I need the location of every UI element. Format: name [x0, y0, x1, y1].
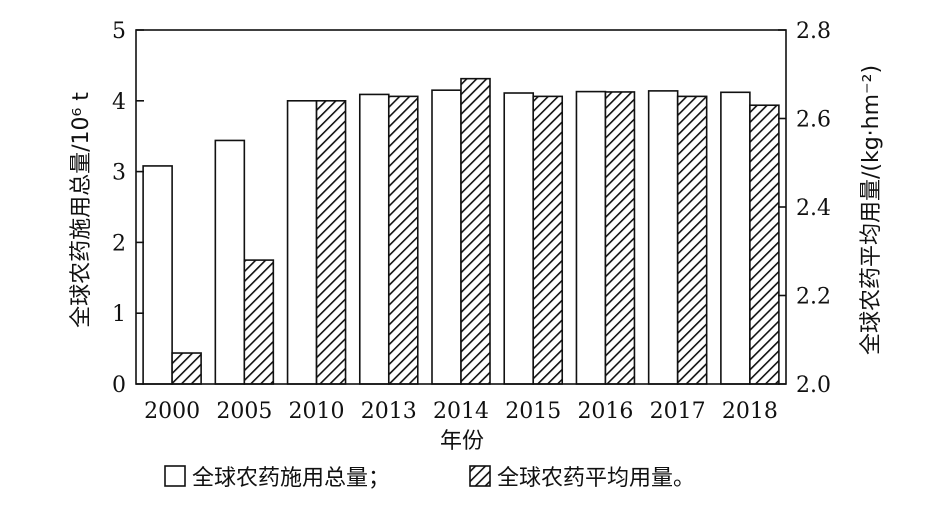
bar-average-2016: [604, 91, 636, 385]
left-tick-label: 4: [112, 90, 126, 115]
bar-total-2018: [720, 91, 751, 385]
x-tick-label: 2015: [505, 399, 561, 424]
bar-total-2015: [503, 92, 535, 385]
legend-label-total: 全球农药施用总量；: [192, 466, 390, 491]
right-tick-label: 2.4: [796, 196, 831, 221]
right-y-axis-title: 全球农药平均用量/(kg·hm⁻²): [859, 65, 884, 355]
bar-average-2017: [676, 95, 708, 385]
bar-average-2013: [387, 95, 419, 385]
right-tick-label: 2.8: [796, 19, 831, 44]
right-tick-label: 2.0: [796, 373, 831, 398]
x-tick-label: 2016: [577, 399, 633, 424]
x-axis-title: 年份: [440, 429, 484, 454]
left-tick-label: 0: [112, 373, 126, 398]
bar-average-2005: [243, 259, 275, 385]
legend-label-average: 全球农药平均用量。: [497, 466, 695, 491]
bar-total-2014: [431, 89, 462, 385]
x-tick-label: 2010: [289, 399, 345, 424]
legend: 全球农药施用总量； 全球农药平均用量。: [164, 465, 695, 491]
left-tick-label: 5: [112, 19, 126, 44]
bar-average-2018: [749, 104, 780, 385]
right-tick-label: 2.2: [796, 285, 831, 310]
bar-total-2005: [214, 139, 246, 385]
left-tick-label: 2: [112, 231, 126, 256]
x-tick-label: 2005: [216, 399, 272, 424]
bar-average-2000: [171, 352, 202, 385]
x-tick-label: 2014: [433, 399, 489, 424]
right-y-axis: 2.0 2.2 2.4 2.6 2.8: [778, 19, 831, 398]
legend-swatch-average: [469, 465, 491, 487]
x-tick-label: 2017: [650, 399, 706, 424]
bars-group: [142, 77, 780, 385]
x-tick-label: 2000: [144, 399, 200, 424]
bar-total-2016: [575, 90, 607, 385]
bar-total-2013: [358, 93, 390, 385]
left-tick-label: 3: [112, 161, 126, 186]
left-y-axis-title: 全球农药施用总量/10⁶ t: [69, 92, 94, 328]
bar-average-2010: [315, 100, 347, 385]
legend-swatch-total: [164, 465, 186, 487]
bar-total-2010: [286, 100, 318, 385]
bar-total-2000: [142, 165, 173, 385]
bar-total-2017: [647, 90, 679, 385]
x-tick-label: 2013: [361, 399, 417, 424]
left-y-axis: 0 1 2 3 4 5: [112, 19, 144, 398]
x-axis: 2000 2005 2010 2013 2014 2015 2016 2017 2018: [144, 399, 778, 424]
left-tick-label: 1: [112, 302, 126, 327]
right-tick-label: 2.6: [796, 108, 831, 133]
x-tick-label: 2018: [722, 399, 778, 424]
bar-average-2015: [532, 95, 564, 385]
bar-average-2014: [460, 77, 491, 385]
